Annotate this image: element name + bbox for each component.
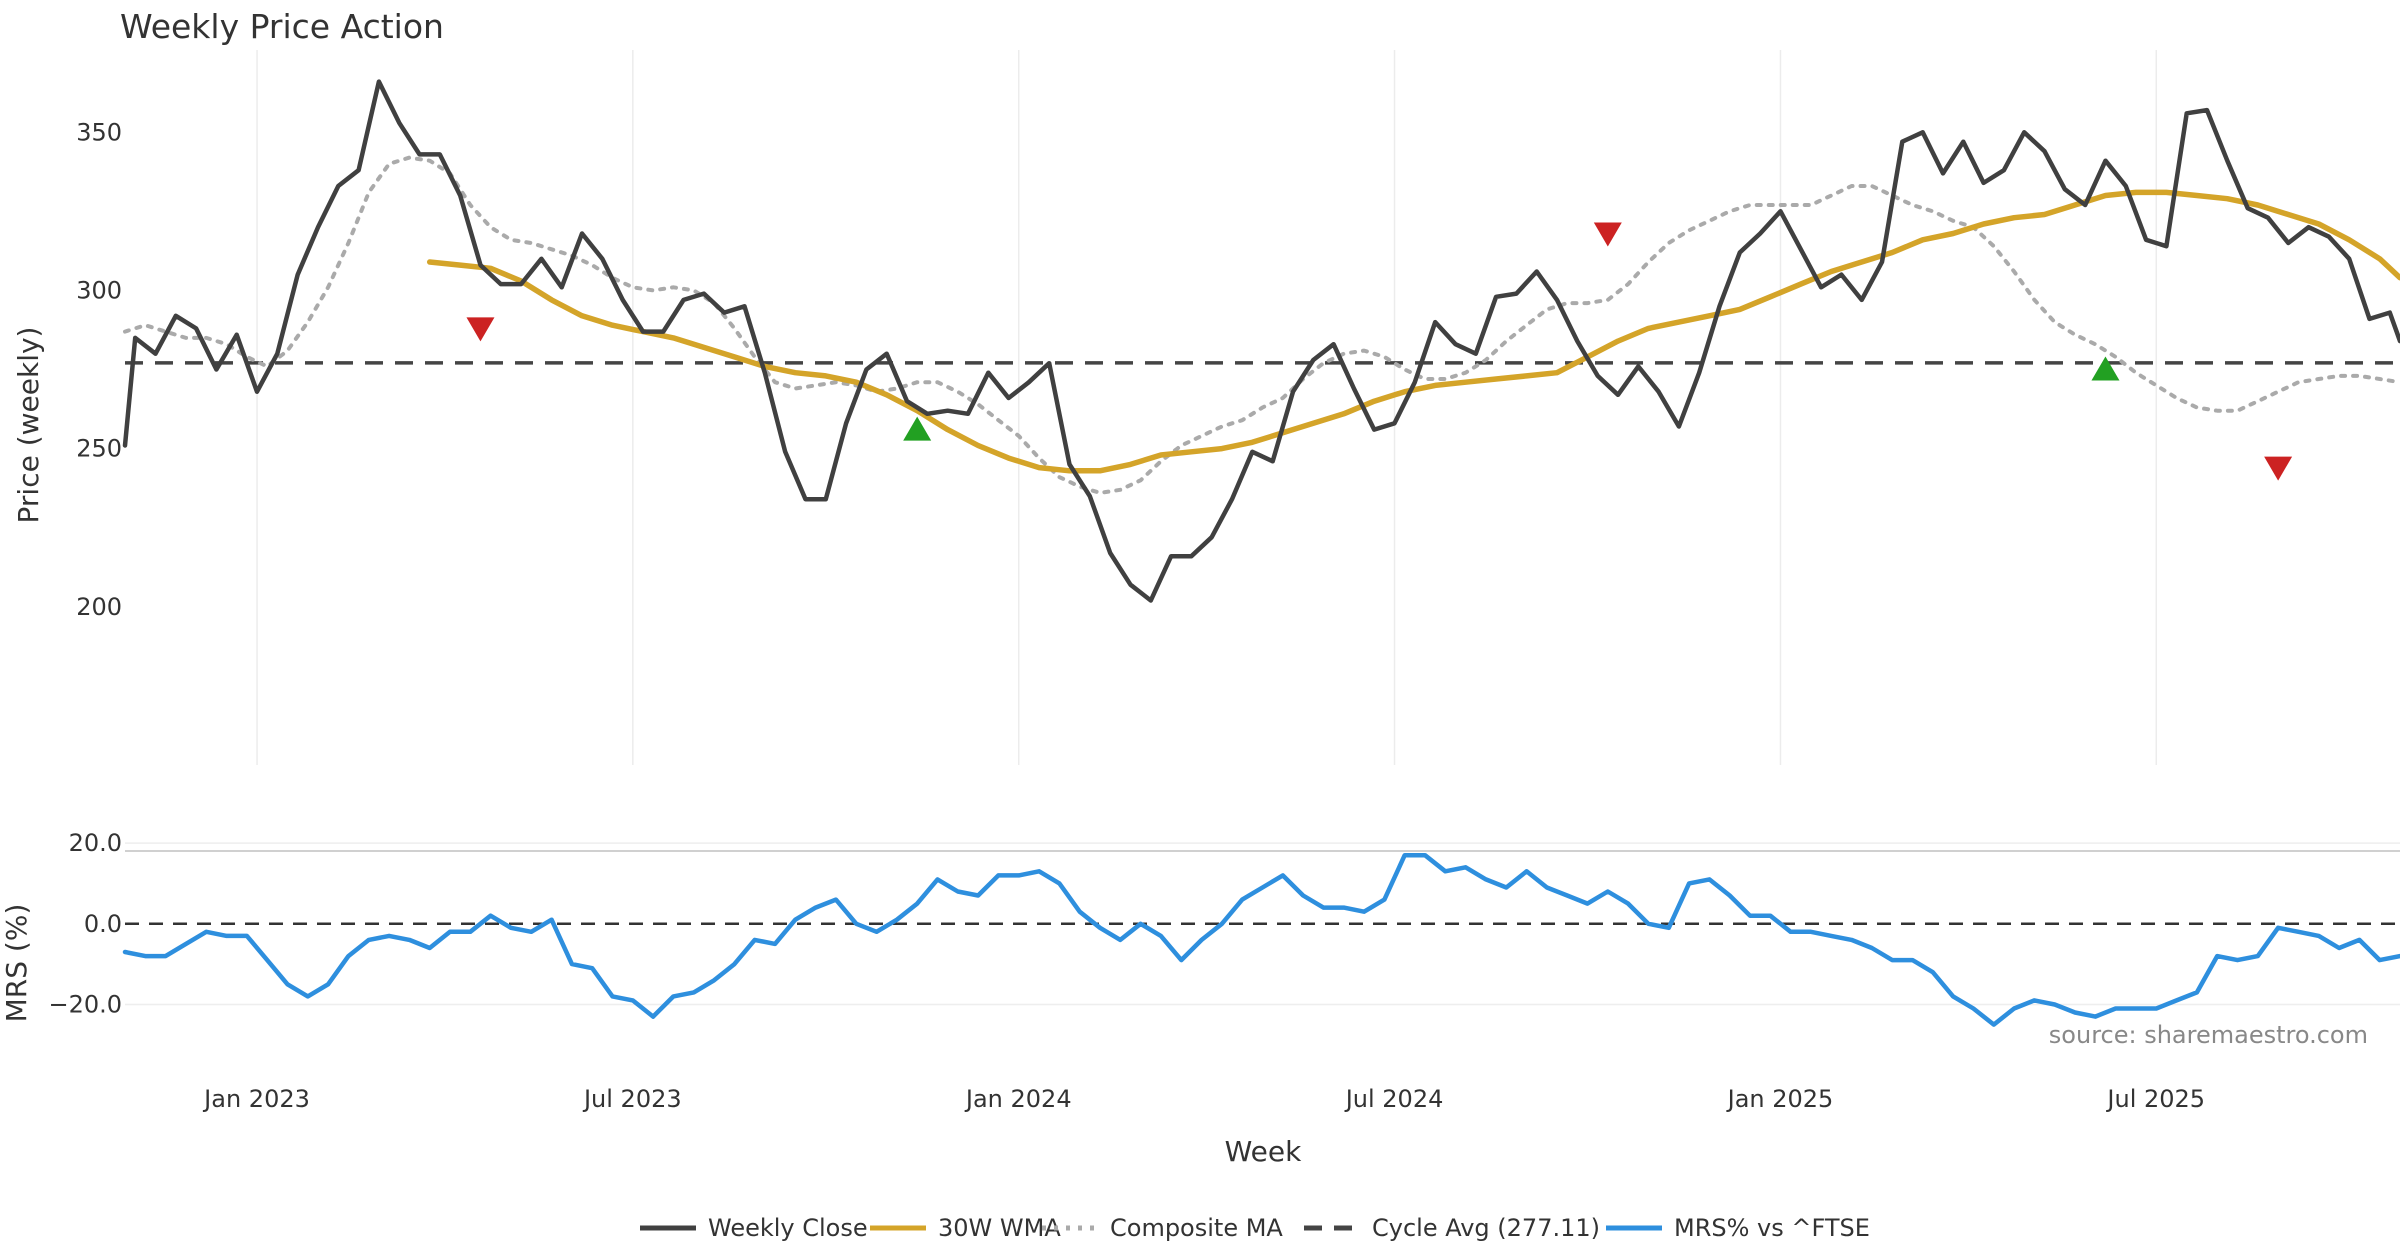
price-axis-title: Price (weekly)	[12, 327, 45, 524]
mrs-y-tick-label: −20.0	[48, 990, 122, 1018]
chart-title: Weekly Price Action	[120, 7, 444, 46]
price-y-tick-label: 350	[76, 118, 122, 146]
30w-wma-line	[426, 189, 2400, 474]
mrs-panel: 20.0 0.0 −20.0	[48, 829, 2400, 1027]
price-y-tick-label: 200	[76, 593, 122, 621]
legend-label: Composite MA	[1110, 1214, 1283, 1242]
sell-signal-marker	[466, 317, 495, 342]
legend: Weekly Close 30W WMA Composite MA Cycle Avg…	[640, 1214, 1870, 1242]
x-tick-label: Jan 2024	[964, 1085, 1072, 1113]
x-tick-label: Jan 2023	[202, 1085, 310, 1113]
legend-item: Weekly Close	[640, 1214, 868, 1242]
price-y-tick-label: 250	[76, 435, 122, 463]
legend-label: 30W WMA	[938, 1214, 1061, 1242]
legend-label: Cycle Avg (277.11)	[1372, 1214, 1600, 1242]
mrs-line	[122, 852, 2400, 1027]
price-panel: 200 250 300 350	[76, 79, 2400, 621]
x-tick-label: Jul 2024	[1344, 1085, 1444, 1113]
weekly-close-line	[122, 79, 2400, 603]
mrs-y-tick-label: 0.0	[84, 910, 122, 938]
mrs-y-tick-label: 20.0	[69, 829, 122, 857]
buy-signal-marker	[2091, 356, 2120, 381]
legend-item: Cycle Avg (277.11)	[1304, 1214, 1600, 1242]
buy-signal-marker	[903, 416, 932, 441]
sell-signal-marker	[1593, 222, 1622, 247]
legend-label: Weekly Close	[708, 1214, 868, 1242]
legend-item: Composite MA	[1042, 1214, 1283, 1242]
legend-item: 30W WMA	[870, 1214, 1061, 1242]
sell-signal-marker	[2264, 456, 2293, 481]
x-tick-label: Jan 2025	[1726, 1085, 1834, 1113]
mrs-axis-title: MRS (%)	[0, 904, 33, 1023]
composite-ma-line	[123, 155, 2400, 495]
source-label: source: sharemaestro.com	[2049, 1021, 2368, 1049]
grid-layer	[256, 50, 2157, 765]
x-axis: Jan 2023 Jul 2023 Jan 2024 Jul 2024 Jan 2025…	[202, 1085, 2205, 1113]
x-tick-label: Jul 2025	[2105, 1085, 2205, 1113]
x-tick-label: Jul 2023	[582, 1085, 682, 1113]
price-y-tick-label: 300	[76, 276, 122, 304]
x-axis-title: Week	[1225, 1135, 1302, 1168]
legend-item: MRS% vs ^FTSE	[1606, 1214, 1870, 1242]
legend-label: MRS% vs ^FTSE	[1674, 1214, 1870, 1242]
